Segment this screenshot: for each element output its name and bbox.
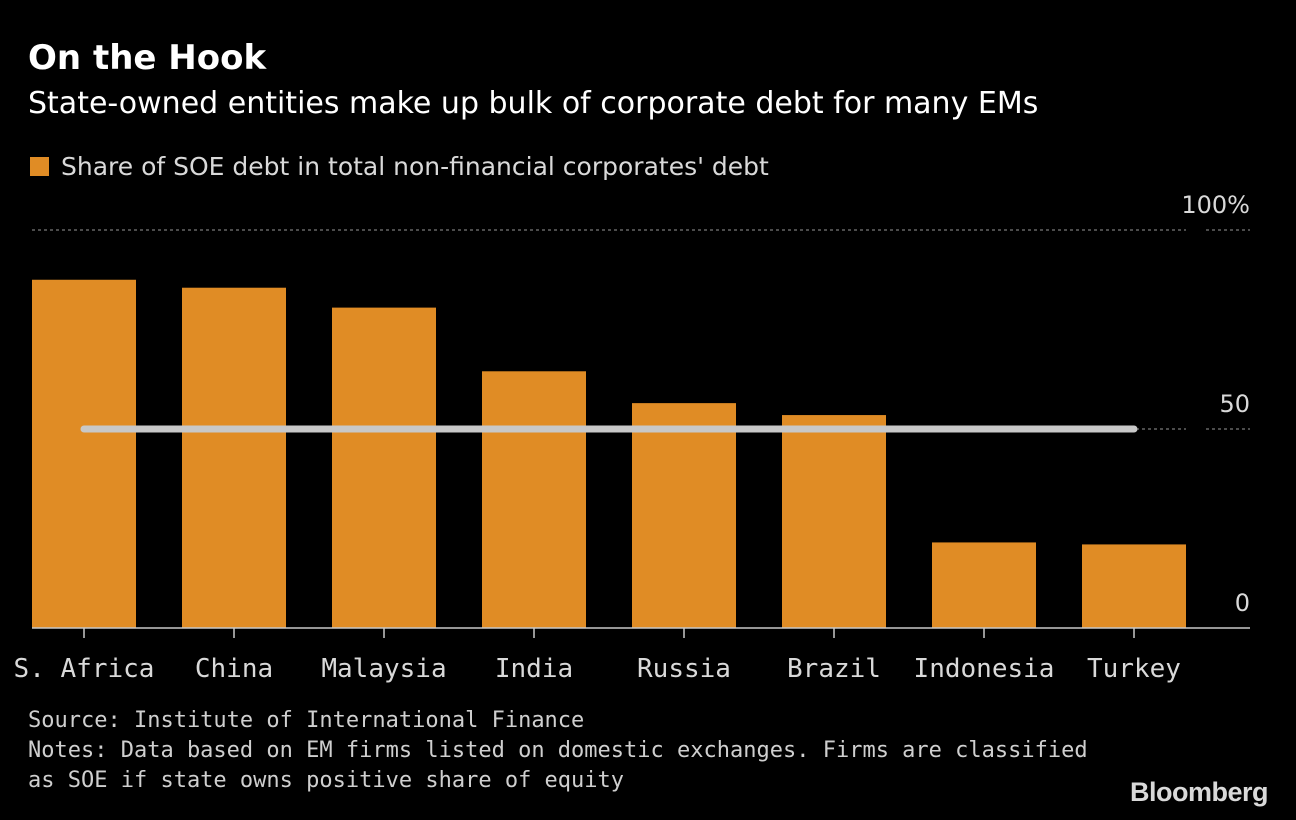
x-tick-label: India [495, 654, 573, 684]
legend-swatch [30, 157, 49, 176]
x-tick-label: S. Africa [14, 654, 155, 684]
chart-subtitle: State-owned entities make up bulk of cor… [28, 86, 1039, 121]
x-tick-label: Brazil [787, 654, 881, 684]
bar-malaysia [332, 307, 436, 628]
x-tick-label: Malaysia [321, 654, 446, 684]
source-note: Source: Institute of International Finan… [28, 708, 585, 733]
y-tick-label: 100% [1181, 191, 1250, 219]
bar-china [182, 287, 286, 628]
bar-indonesia [932, 542, 1036, 628]
x-tick-label: Indonesia [914, 654, 1055, 684]
notes-line-1: Notes: Data based on EM firms listed on … [28, 738, 1088, 763]
legend: Share of SOE debt in total non-financial… [30, 152, 769, 181]
bar-india [482, 371, 586, 628]
x-tick-label: China [195, 654, 273, 684]
bar-s-africa [32, 279, 136, 628]
bar-brazil [782, 415, 886, 628]
footnotes: Source: Institute of International Finan… [28, 706, 1088, 796]
y-tick-label: 0 [1235, 589, 1250, 617]
x-tick-label: Turkey [1087, 654, 1181, 684]
legend-label: Share of SOE debt in total non-financial… [61, 152, 769, 181]
bar-turkey [1082, 544, 1186, 628]
bar-russia [632, 403, 736, 628]
y-tick-label: 50 [1219, 390, 1250, 418]
bloomberg-logo: Bloomberg [1129, 777, 1269, 807]
x-tick-label: Russia [637, 654, 731, 684]
chart-title: On the Hook [28, 38, 267, 78]
notes-line-2: as SOE if state owns positive share of e… [28, 768, 625, 793]
